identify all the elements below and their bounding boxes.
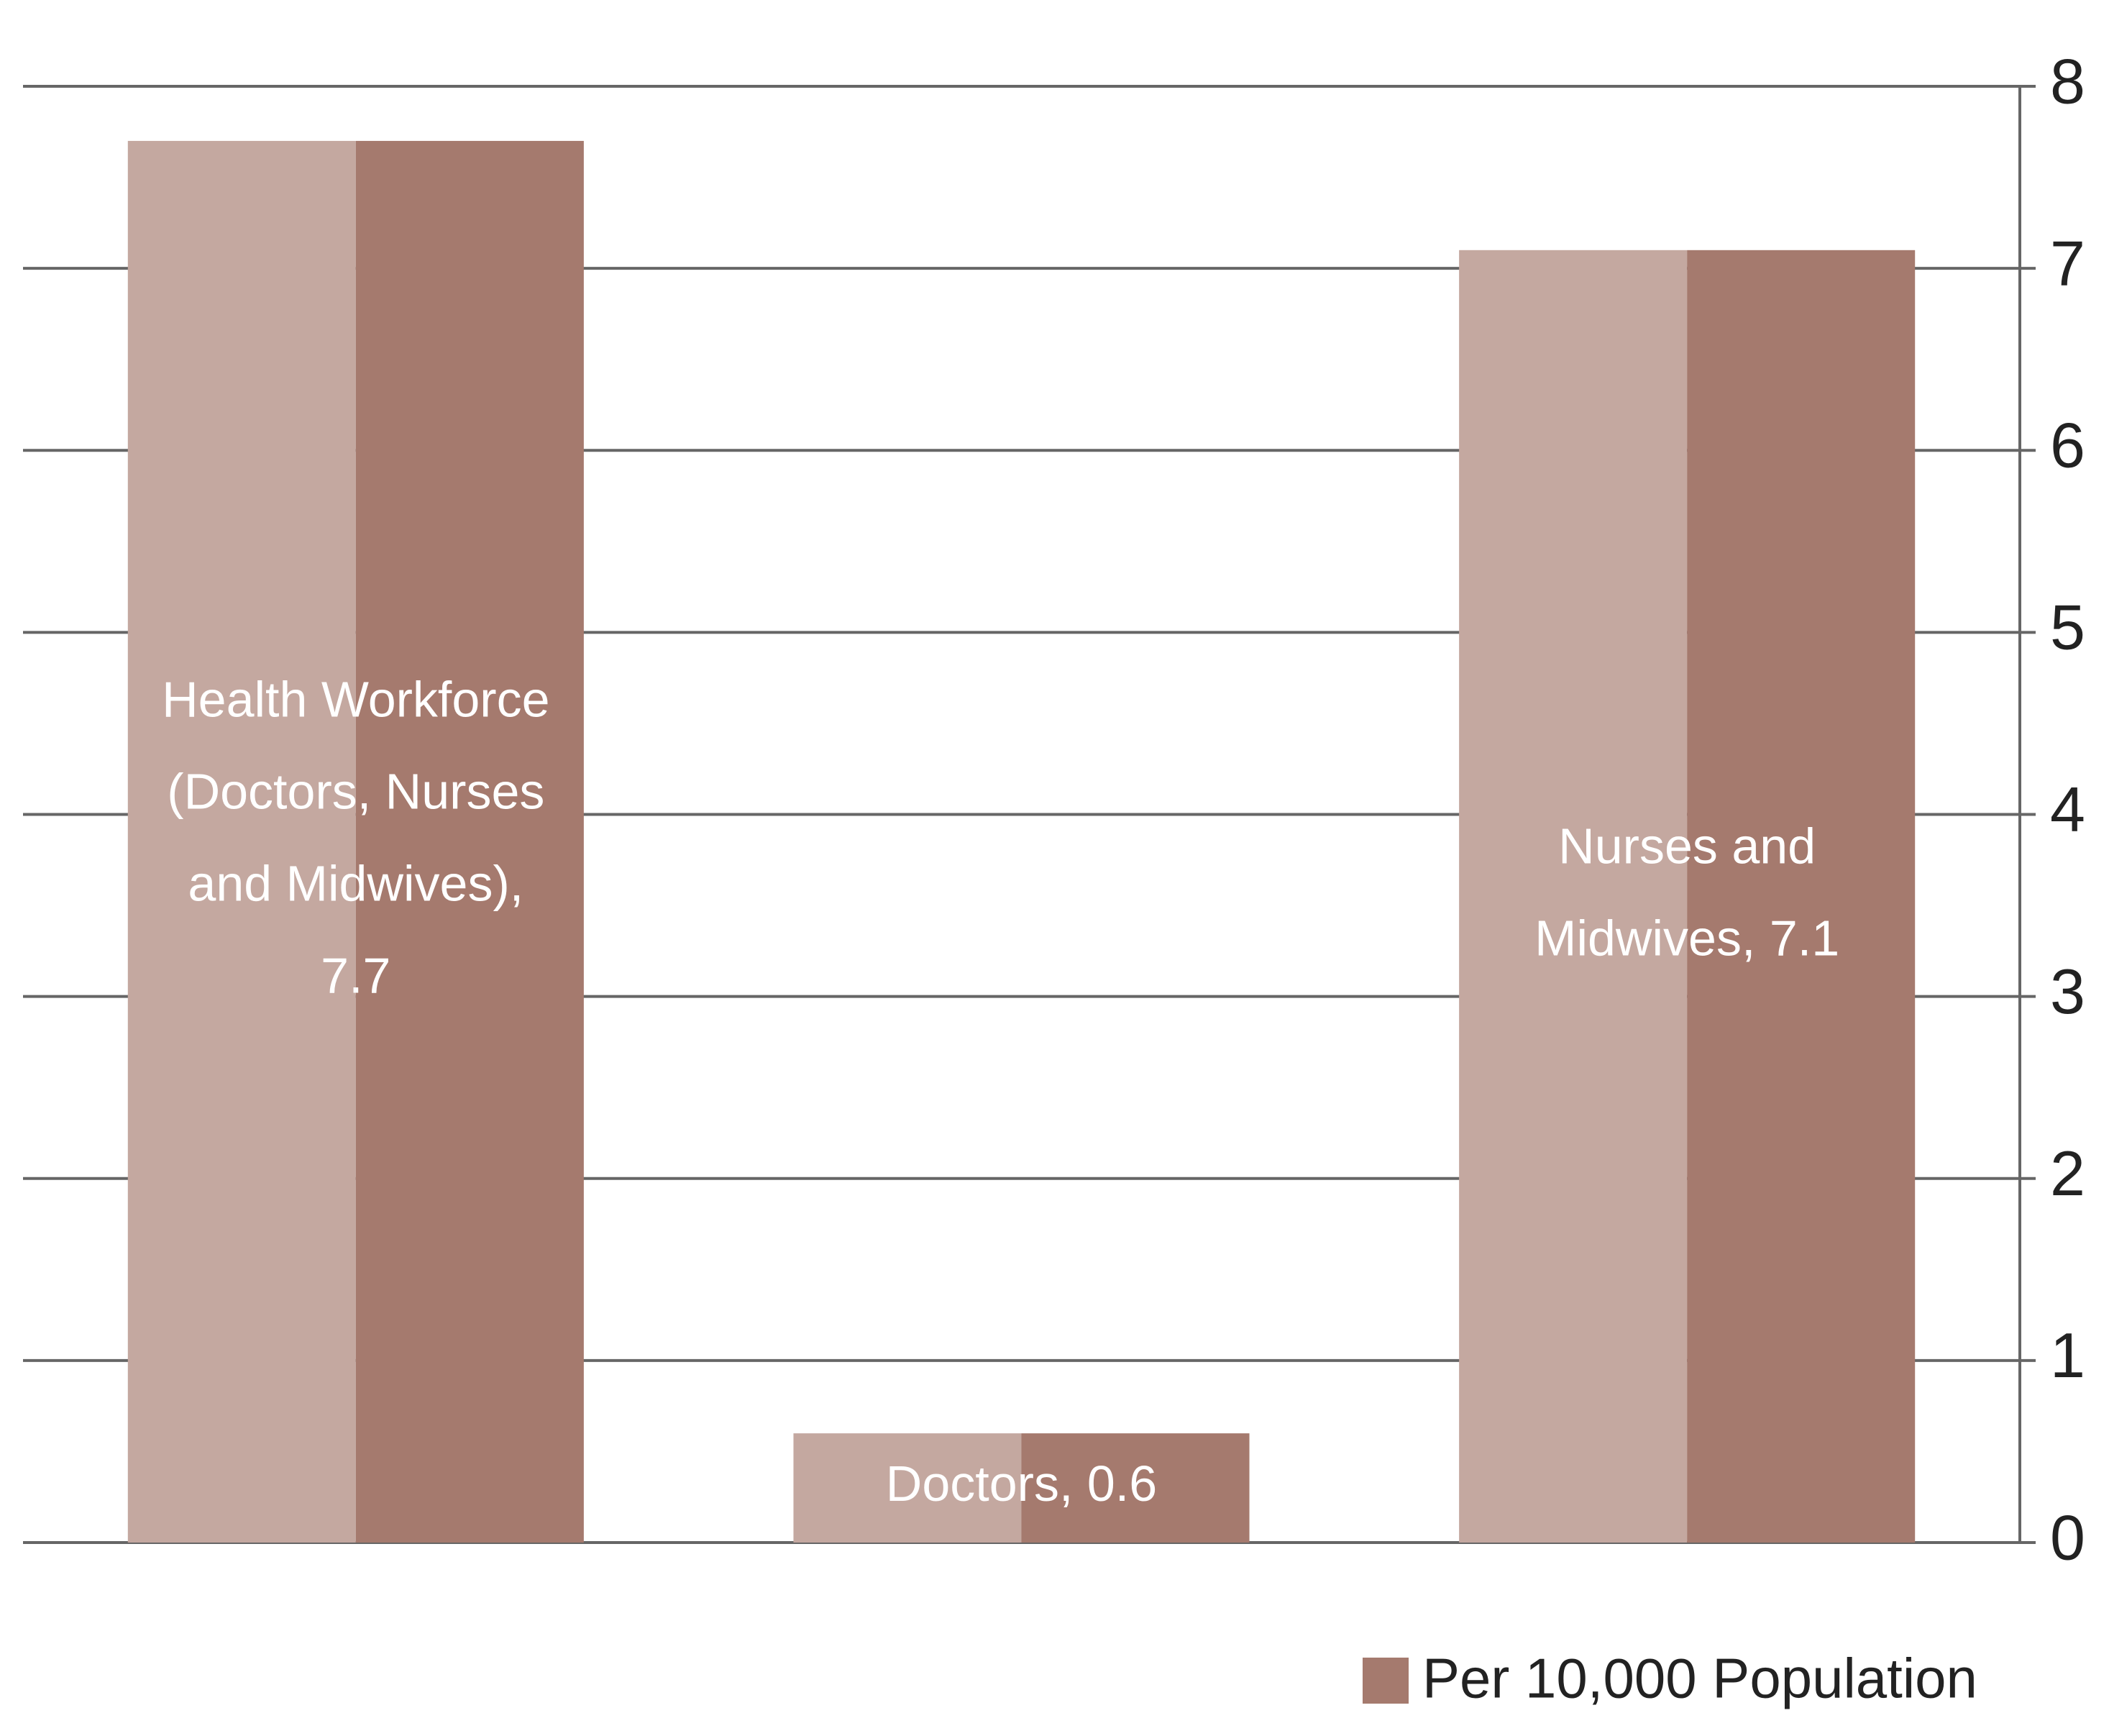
bar [1687,250,1916,1543]
bar [127,140,356,1543]
bar [1021,1433,1250,1543]
y-tick-label: 6 [2050,410,2085,481]
y-tick-label: 1 [2050,1320,2085,1391]
legend-swatch [1363,1658,1409,1704]
y-tick-label: 5 [2050,592,2085,663]
y-tick-label: 3 [2050,956,2085,1027]
y-tick-label: 2 [2050,1138,2085,1209]
bar [793,1433,1022,1543]
legend-label: Per 10,000 Population [1422,1647,1977,1710]
data-label: Doctors, 0.6 [886,1456,1157,1512]
bar [355,140,584,1543]
y-tick-label: 4 [2050,774,2085,845]
y-tick-label: 8 [2050,45,2085,117]
bar [1459,250,1688,1543]
y-tick-label: 0 [2050,1502,2085,1573]
data-label: Nurses and Midwives, 7.1 [1534,818,1839,967]
data-label: Health Workforce (Doctors, Nurses and Midw… [162,672,549,1004]
y-tick-label: 7 [2050,227,2085,298]
